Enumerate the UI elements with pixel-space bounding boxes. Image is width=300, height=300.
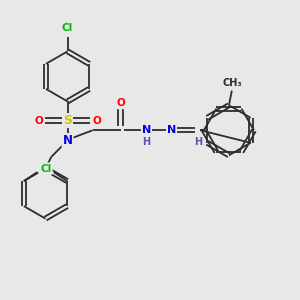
- Text: N: N: [167, 125, 176, 135]
- Text: O: O: [34, 116, 43, 126]
- Text: H: H: [194, 137, 202, 147]
- Text: N: N: [63, 134, 73, 147]
- Text: Cl: Cl: [40, 164, 52, 174]
- Text: N: N: [142, 125, 151, 135]
- Text: Cl: Cl: [39, 164, 51, 174]
- Text: O: O: [116, 98, 125, 108]
- Text: CH₃: CH₃: [222, 78, 242, 88]
- Text: Cl: Cl: [62, 23, 73, 33]
- Text: H: H: [142, 137, 151, 147]
- Text: S: S: [63, 114, 72, 127]
- Text: O: O: [92, 116, 101, 126]
